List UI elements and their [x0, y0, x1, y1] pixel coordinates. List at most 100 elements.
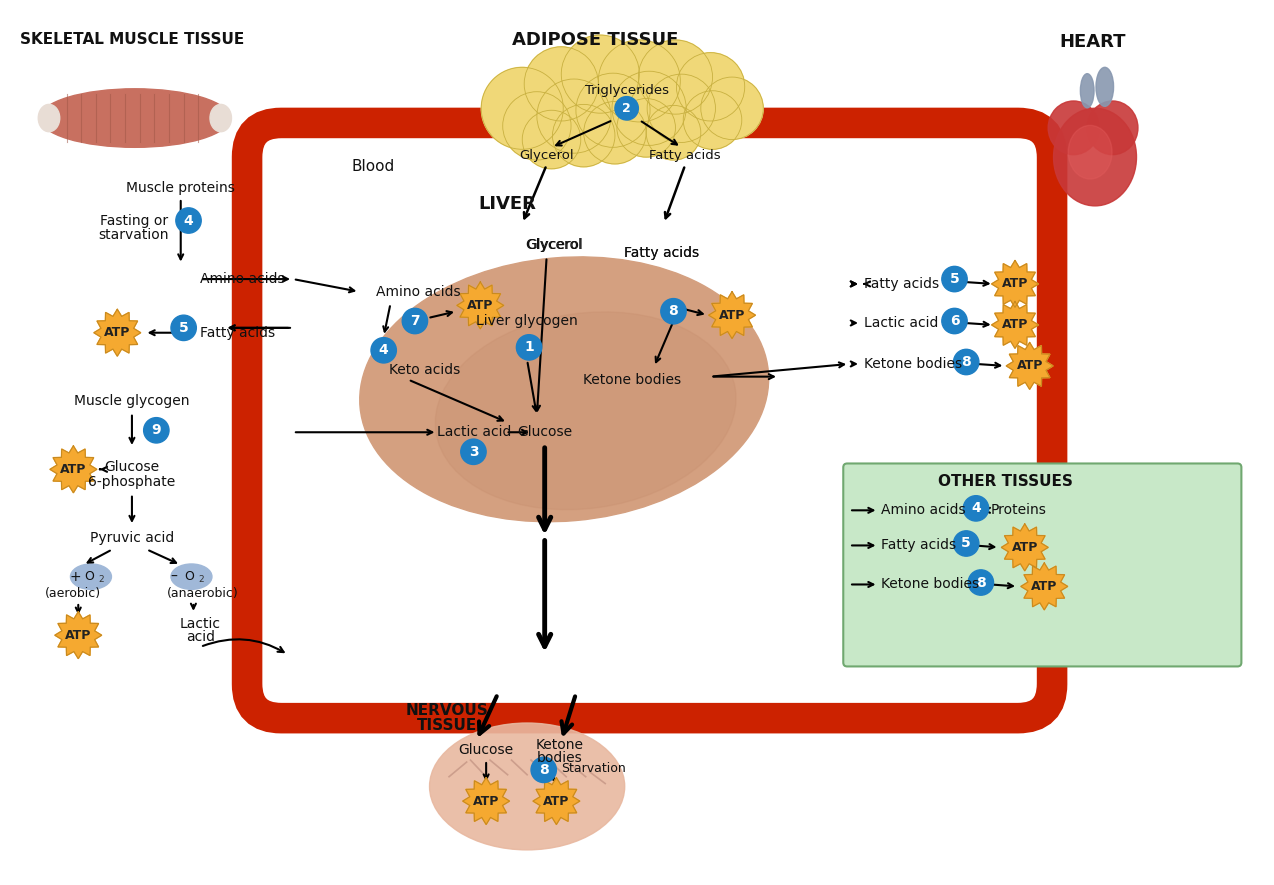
Text: Ketone: Ketone	[535, 737, 583, 751]
Text: 1: 1	[524, 341, 534, 354]
Ellipse shape	[1054, 108, 1136, 206]
Circle shape	[482, 67, 563, 150]
Text: –: –	[171, 570, 177, 584]
Polygon shape	[1020, 563, 1068, 610]
Text: Liver glycogen: Liver glycogen	[476, 314, 578, 328]
Ellipse shape	[38, 104, 60, 132]
Text: 5: 5	[949, 272, 959, 286]
Circle shape	[646, 105, 701, 160]
Circle shape	[701, 77, 763, 140]
Text: Proteins: Proteins	[991, 504, 1046, 518]
Text: 6: 6	[949, 314, 959, 328]
Circle shape	[615, 96, 638, 120]
Text: Glucose: Glucose	[517, 426, 572, 439]
Circle shape	[176, 208, 201, 233]
Circle shape	[371, 337, 396, 363]
Text: Fatty acids: Fatty acids	[624, 246, 699, 259]
Text: Fatty acids: Fatty acids	[624, 246, 699, 259]
Circle shape	[953, 531, 978, 556]
Circle shape	[562, 35, 640, 113]
Ellipse shape	[359, 257, 768, 522]
Ellipse shape	[171, 564, 211, 589]
Text: HEART: HEART	[1060, 33, 1126, 51]
Circle shape	[599, 40, 680, 122]
Text: ATP: ATP	[468, 299, 493, 312]
Circle shape	[171, 315, 196, 341]
Text: Lactic acid: Lactic acid	[437, 426, 512, 439]
Polygon shape	[462, 778, 510, 825]
Text: 8: 8	[962, 355, 971, 369]
Text: Amino acids: Amino acids	[882, 504, 966, 518]
Text: Fatty acids: Fatty acids	[864, 277, 939, 291]
Polygon shape	[94, 309, 140, 356]
Text: Muscle proteins: Muscle proteins	[126, 181, 236, 196]
Text: NERVOUS: NERVOUS	[405, 703, 488, 718]
Text: Fatty acids: Fatty acids	[200, 326, 275, 340]
Text: ATP: ATP	[60, 463, 87, 476]
Circle shape	[583, 102, 646, 164]
Text: ATP: ATP	[543, 795, 569, 808]
Ellipse shape	[210, 104, 232, 132]
Text: Fatty acids: Fatty acids	[650, 149, 721, 162]
Circle shape	[524, 47, 599, 121]
Text: LIVER: LIVER	[479, 195, 536, 213]
Text: ATP: ATP	[1017, 359, 1043, 373]
Text: Lactic acid: Lactic acid	[864, 316, 938, 330]
Ellipse shape	[1096, 67, 1113, 106]
Circle shape	[612, 71, 687, 145]
Text: Glycerol: Glycerol	[525, 238, 582, 252]
Text: 8: 8	[669, 304, 678, 319]
Polygon shape	[1001, 524, 1049, 571]
Text: 5: 5	[178, 321, 189, 335]
Polygon shape	[991, 260, 1038, 307]
Text: 4: 4	[971, 502, 981, 515]
Text: ATP: ATP	[1012, 541, 1038, 554]
Circle shape	[531, 758, 557, 782]
Text: 2: 2	[98, 574, 103, 583]
Polygon shape	[55, 612, 102, 658]
Polygon shape	[991, 302, 1038, 349]
Text: TISSUE: TISSUE	[417, 719, 478, 734]
Text: Glycerol: Glycerol	[520, 149, 575, 162]
Text: (aerobic): (aerobic)	[46, 587, 102, 600]
Text: ATP: ATP	[65, 628, 92, 642]
Text: Glycerol: Glycerol	[526, 238, 583, 252]
Polygon shape	[457, 282, 503, 329]
Circle shape	[617, 98, 675, 157]
Circle shape	[516, 335, 541, 360]
Circle shape	[461, 439, 487, 465]
Ellipse shape	[1087, 101, 1138, 155]
Text: ATP: ATP	[1001, 319, 1028, 331]
Ellipse shape	[70, 564, 111, 589]
Text: ADIPOSE TISSUE: ADIPOSE TISSUE	[512, 31, 679, 49]
Circle shape	[553, 104, 615, 167]
Text: 9: 9	[152, 423, 161, 437]
Text: Ketone bodies: Ketone bodies	[583, 373, 682, 387]
Text: Amino acids: Amino acids	[376, 285, 460, 299]
Text: Ketone bodies: Ketone bodies	[864, 357, 962, 371]
Text: Glucose: Glucose	[459, 743, 513, 758]
Text: Ketone bodies: Ketone bodies	[882, 578, 980, 591]
Polygon shape	[533, 778, 580, 825]
Text: Starvation: Starvation	[562, 762, 626, 775]
Text: Pyruvic acid: Pyruvic acid	[89, 531, 175, 544]
Circle shape	[536, 79, 612, 153]
Circle shape	[647, 74, 716, 142]
Text: (anaerobic): (anaerobic)	[167, 587, 240, 600]
Polygon shape	[708, 292, 755, 339]
Text: 2: 2	[199, 574, 204, 583]
Text: Amino acids: Amino acids	[200, 272, 285, 286]
Text: SKELETAL MUSCLE TISSUE: SKELETAL MUSCLE TISSUE	[20, 33, 245, 48]
Ellipse shape	[39, 88, 231, 147]
Text: 8: 8	[976, 575, 986, 589]
Ellipse shape	[436, 312, 736, 510]
Text: Blood: Blood	[352, 159, 395, 174]
FancyBboxPatch shape	[843, 464, 1241, 666]
Text: ATP: ATP	[104, 327, 130, 339]
Ellipse shape	[1080, 73, 1094, 108]
Text: ATP: ATP	[473, 795, 499, 808]
Ellipse shape	[1049, 101, 1099, 155]
Text: starvation: starvation	[98, 228, 169, 242]
Text: Fasting or: Fasting or	[99, 213, 168, 227]
Ellipse shape	[429, 723, 624, 850]
